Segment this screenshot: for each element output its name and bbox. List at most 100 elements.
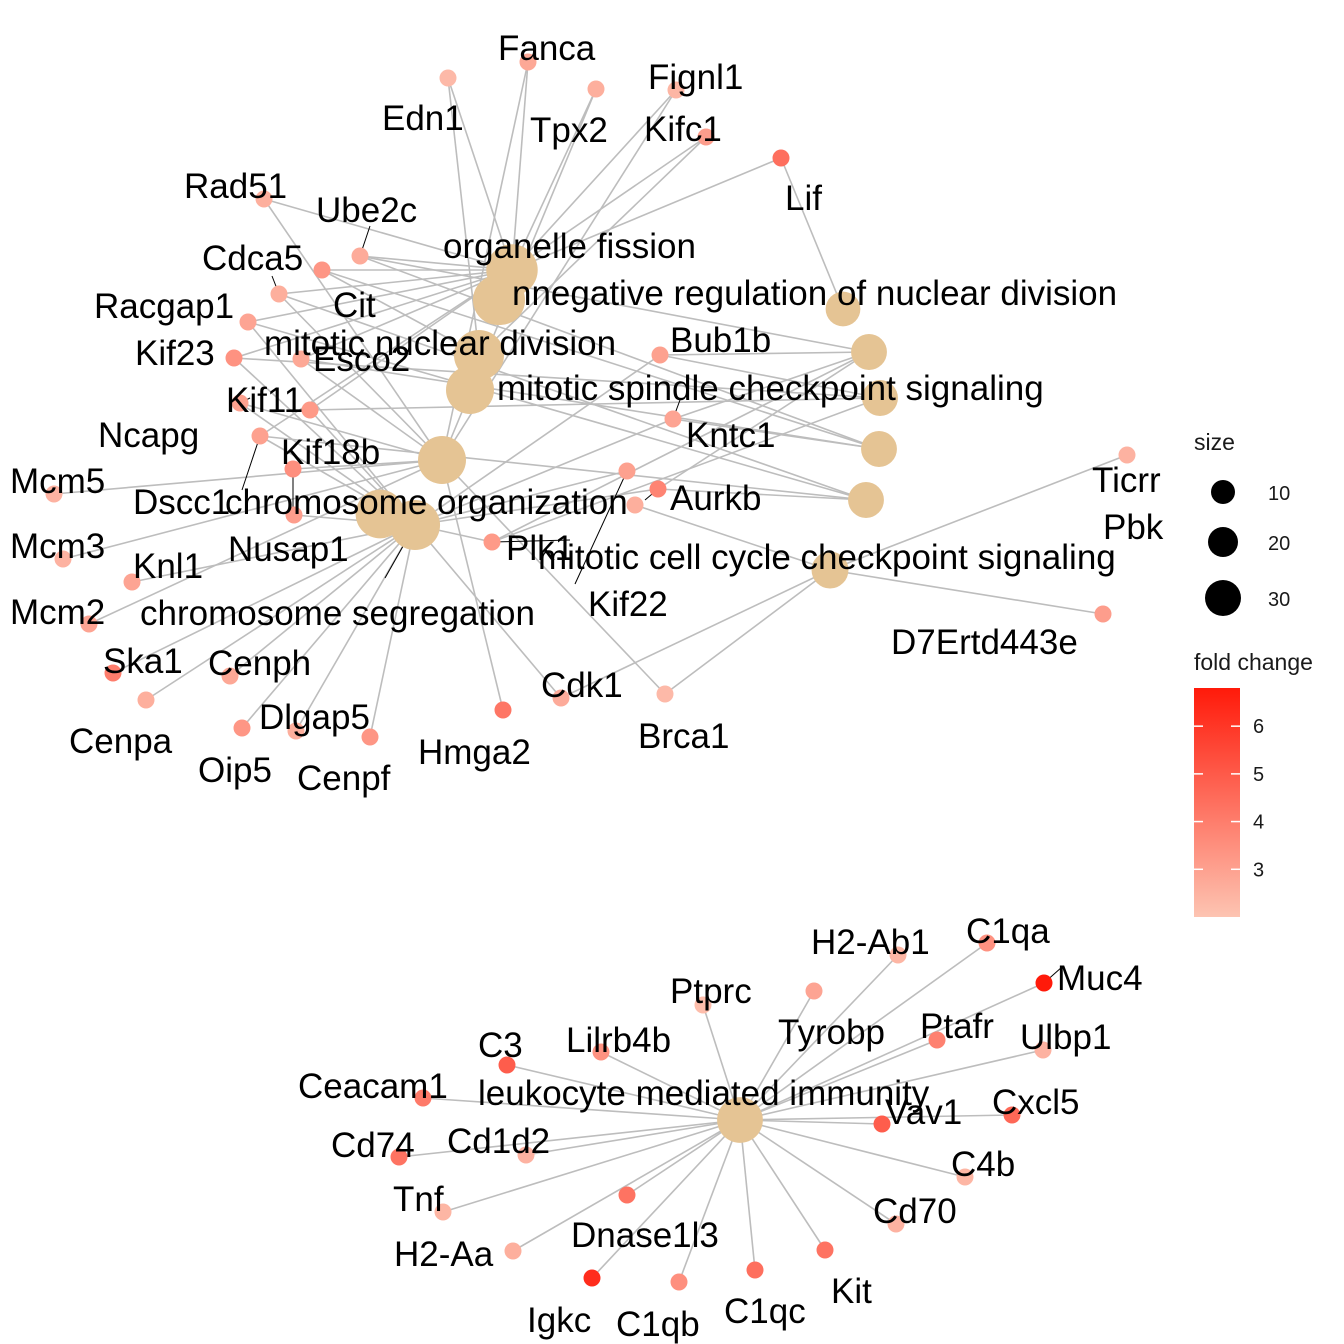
category-node-mitotic-spindle-hidden-2 — [861, 431, 897, 467]
leader-line-kif22 — [574, 470, 628, 585]
fold-legend-label-5: 5 — [1253, 764, 1264, 786]
gene-node-c4b — [956, 1168, 974, 1186]
gene-label-cit: Cit — [333, 286, 376, 325]
category-label-leukocyte-mediated-immunity: leukocyte mediated immunity — [478, 1074, 930, 1113]
category-node-mitotic-spindle-checkpoint-signaling — [851, 334, 887, 370]
edge-cit-mitotic-nuclear-division — [321, 269, 480, 356]
gene-label-cenpa: Cenpa — [69, 722, 173, 761]
gene-label-c1qa: C1qa — [966, 912, 1050, 951]
gene-label-mcm2: Mcm2 — [10, 593, 105, 632]
gene-node-nusap1 — [285, 506, 303, 524]
edge-cd1d2-leukocyte-mediated-immunity — [525, 1119, 741, 1156]
edge-lilrb4b-leukocyte-mediated-immunity — [600, 1051, 741, 1121]
gene-label-cdk1: Cdk1 — [541, 666, 623, 705]
gene-label-ulbp1: Ulbp1 — [1020, 1018, 1111, 1057]
gene-label-edn1: Edn1 — [382, 99, 464, 138]
gene-node-edn1 — [439, 69, 457, 87]
gene-node-fanca — [519, 53, 537, 71]
gene-label-ncapg: Ncapg — [98, 416, 199, 455]
edge-racgap1-organelle-fission — [247, 269, 513, 323]
edge-h2-aa-leukocyte-mediated-immunity — [512, 1119, 741, 1252]
edge-vav1-leukocyte-mediated-immunity — [739, 1119, 883, 1125]
fold-legend-label-6: 6 — [1253, 716, 1264, 738]
edge-lif-organelle-fission — [511, 157, 782, 271]
edge-c4b-leukocyte-mediated-immunity — [739, 1119, 966, 1178]
edge-cd74-leukocyte-mediated-immunity — [398, 1119, 741, 1158]
gene-label-tnf: Tnf — [393, 1180, 444, 1219]
edge-cdk1-chromosome-segregation — [414, 524, 562, 699]
gene-node-h2-aa — [504, 1242, 522, 1260]
edge-cdk1-mitotic-cell-cycle-checkpoint-signaling — [560, 569, 831, 699]
edge-brca1-mitotic-cell-cycle-checkpoint-signaling — [664, 569, 831, 695]
edge-igkc-leukocyte-mediated-immunity — [591, 1119, 741, 1279]
edge-ceacam1-leukocyte-mediated-immunity — [422, 1097, 741, 1121]
category-node-mitotic-spindle-hidden-1 — [862, 380, 898, 416]
edge-layer — [53, 61, 1128, 1283]
gene-label-cd1d2: Cd1d2 — [447, 1122, 550, 1161]
category-label-negative-regulation-of-nuclear-division: nnegative regulation of nuclear division — [512, 274, 1117, 313]
gene-node-dscc1 — [284, 460, 302, 478]
gene-node-cit — [313, 261, 331, 279]
gene-label-mcm3: Mcm3 — [10, 527, 105, 566]
leader-line-plk1 — [491, 539, 571, 543]
category-label-organelle-fission: organelle fission — [443, 227, 696, 266]
edge-rad51-organelle-fission — [263, 198, 513, 271]
legend: size 10 20 30 fold change 3 4 5 6 — [1194, 429, 1313, 917]
gene-node-tpx2 — [587, 80, 605, 98]
fold-legend-ticks: 3 4 5 6 — [1194, 716, 1264, 881]
gene-node-cenpa — [137, 691, 155, 709]
edge-c3-leukocyte-mediated-immunity — [506, 1064, 741, 1121]
edge-kifc1-organelle-fission — [511, 136, 707, 271]
edge-kif18b-checkpoint-hub — [259, 435, 867, 501]
label-layer: organelle fission nnegative regulation of… — [10, 29, 1164, 1344]
fold-legend-label-3: 3 — [1253, 859, 1264, 881]
gene-label-cdca5: Cdca5 — [202, 239, 303, 278]
gene-label-cd70: Cd70 — [873, 1192, 957, 1231]
edge-brca1-chromosome-organization — [441, 459, 666, 695]
gene-label-kntc1: Kntc1 — [686, 416, 776, 455]
edge-kntc1-checkpoint-hub — [672, 418, 880, 450]
edge-fignl1-organelle-fission — [511, 89, 677, 271]
gene-node-c1qa — [978, 934, 996, 952]
size-legend-label-30: 30 — [1268, 589, 1290, 611]
edge-d7ertd443e-mitotic-cell-cycle-checkpoint-signaling — [829, 569, 1104, 615]
fold-legend-label-4: 4 — [1253, 812, 1264, 834]
edge-ncapg-chromosome-organization — [239, 402, 443, 461]
category-label-mitotic-spindle-checkpoint-signaling: mitotic spindle checkpoint signaling — [497, 369, 1044, 408]
gene-node-aurkb — [649, 480, 667, 498]
gene-node-c1qc — [746, 1261, 764, 1279]
gene-node-kif11 — [301, 401, 319, 419]
edge-cdca5-chromosome-organization — [278, 293, 443, 461]
gene-label-lilrb4b: Lilrb4b — [566, 1021, 671, 1060]
gene-label-cd74: Cd74 — [331, 1126, 415, 1165]
gene-node-dlgap5 — [287, 722, 305, 740]
edge-cd70-leukocyte-mediated-immunity — [739, 1119, 897, 1225]
size-legend-keys: 10 20 30 — [1205, 480, 1290, 616]
gene-node-kif22 — [618, 462, 636, 480]
gene-node-igkc — [583, 1269, 601, 1287]
gene-node-kif23 — [225, 349, 243, 367]
gene-label-dlgap5: Dlgap5 — [259, 698, 370, 737]
edge-cdca5-checkpoint-hub — [278, 293, 867, 501]
category-node-chromosome-segregation — [389, 499, 441, 551]
gene-label-d7ertd443e: D7Ertd443e — [891, 623, 1078, 662]
gene-label-bub1b: Bub1b — [670, 321, 771, 360]
gene-label-kif22: Kif22 — [588, 585, 668, 624]
edge-cenpa-chromosome-segregation — [145, 524, 416, 701]
gene-node-ptprc — [694, 996, 712, 1014]
gene-node-ska1 — [104, 664, 122, 682]
edge-fanca-organelle-fission — [511, 61, 529, 271]
gene-node-d7ertd443e — [1094, 605, 1112, 623]
edge-esco2-organelle-fission — [300, 269, 513, 360]
gene-node-cdk1 — [552, 689, 570, 707]
gene-node-kit — [816, 1241, 834, 1259]
size-legend-label-20: 20 — [1268, 533, 1290, 555]
gene-node-bub1b — [651, 346, 669, 364]
gene-label-racgap1: Racgap1 — [94, 287, 234, 326]
edge-ticrr-mitotic-cell-cycle-checkpoint-signaling — [829, 454, 1128, 571]
category-node-mitotic-cell-cycle-checkpoint-signaling — [811, 551, 849, 589]
gene-node-cd74 — [390, 1148, 408, 1166]
edge-edn1-mitotic-nuclear-division — [447, 77, 480, 356]
gene-label-ptafr: Ptafr — [920, 1007, 994, 1046]
edge-kif22-chromosome-segregation — [414, 470, 628, 526]
